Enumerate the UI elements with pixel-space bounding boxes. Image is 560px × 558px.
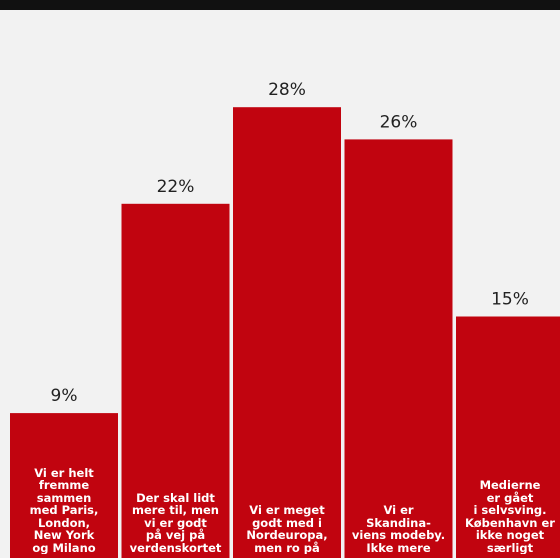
category-label-4: Vi er Skandina- viens modeby. Ikke mere xyxy=(351,504,446,554)
bar-5 xyxy=(456,316,560,558)
category-label-1: Vi er helt fremme sammen med Paris, Lond… xyxy=(29,466,99,554)
value-label-1: 9% xyxy=(51,386,78,406)
category-label-3: Vi er meget godt med i Nordeuropa, men r… xyxy=(246,504,328,554)
top-bar xyxy=(0,0,560,10)
bar-1 xyxy=(10,413,118,558)
category-label-5: Medierne er gået i selvsving. København … xyxy=(465,479,555,554)
value-label-4: 26% xyxy=(380,112,418,132)
bar-2 xyxy=(121,203,230,558)
bar-3 xyxy=(233,107,341,558)
value-label-5: 15% xyxy=(491,290,529,310)
value-label-3: 28% xyxy=(268,80,306,100)
value-label-2: 22% xyxy=(157,177,195,197)
bar-4 xyxy=(344,139,453,558)
category-label-2: Der skal lidt mere til, men vi er godt p… xyxy=(129,491,222,554)
